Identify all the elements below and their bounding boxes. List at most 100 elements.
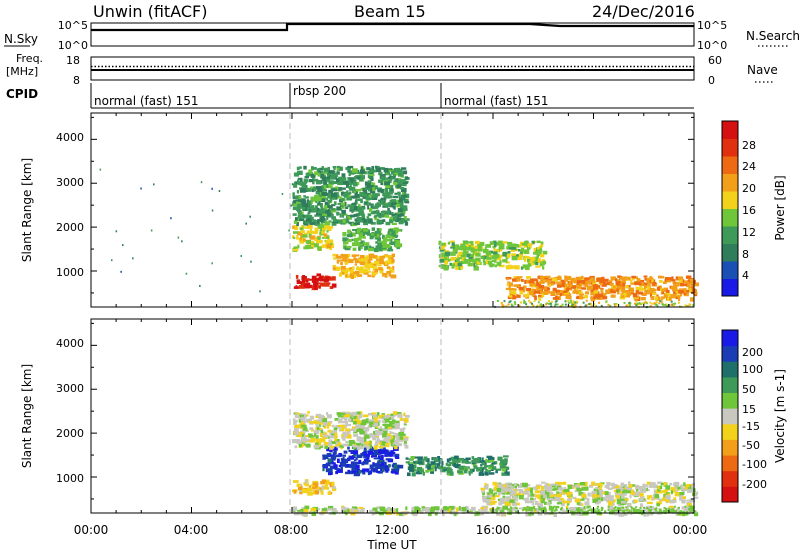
range-gate-cell	[336, 177, 343, 182]
range-gate-cell	[400, 211, 406, 214]
range-gate-cell	[506, 277, 509, 281]
range-gate-cell	[576, 508, 581, 511]
range-gate-cell	[607, 505, 610, 508]
range-gate-cell	[325, 209, 329, 214]
range-gate-cell	[625, 285, 629, 289]
range-gate-cell	[615, 495, 620, 499]
range-gate-cell	[343, 509, 346, 514]
range-gate-cell	[348, 239, 353, 242]
range-gate-cell	[360, 469, 363, 473]
velocity-cb-tick-minus50: -50	[742, 439, 760, 452]
range-gate-cell	[568, 491, 573, 494]
range-gate-cell	[403, 191, 407, 195]
range-gate-cell	[329, 453, 332, 456]
range-gate-cell	[319, 227, 323, 232]
range-gate-cell	[305, 438, 311, 441]
range-gate-cell	[369, 509, 373, 513]
colorbar-swatch	[722, 330, 738, 347]
range-gate-cell	[498, 501, 503, 506]
range-gate-cell	[111, 259, 113, 262]
range-gate-cell	[366, 262, 372, 266]
range-gate-cell	[389, 453, 394, 457]
range-gate-cell	[334, 432, 338, 437]
range-gate-cell	[616, 288, 620, 292]
range-gate-cell	[494, 243, 497, 248]
range-gate-cell	[509, 300, 512, 303]
colorbar-swatch	[722, 156, 738, 174]
range-gate-cell	[670, 303, 673, 306]
range-gate-cell	[315, 180, 322, 185]
range-gate-cell	[638, 303, 641, 306]
range-gate-cell	[578, 492, 584, 496]
range-gate-cell	[597, 490, 604, 495]
range-gate-cell	[382, 219, 386, 223]
range-gate-cell	[300, 424, 307, 428]
range-gate-cell	[453, 262, 459, 266]
range-gate-cell	[591, 490, 598, 494]
range-gate-cell	[333, 450, 337, 455]
range-gate-cell	[433, 506, 440, 510]
range-gate-cell	[623, 292, 629, 296]
range-gate-cell	[367, 248, 374, 252]
range-gate-cell	[644, 277, 647, 281]
range-gate-cell	[415, 460, 419, 464]
range-gate-cell	[649, 506, 655, 511]
range-gate-cell	[306, 278, 310, 281]
range-gate-cell	[340, 259, 346, 262]
range-gate-cell	[690, 498, 694, 502]
range-gate-cell	[497, 240, 503, 245]
range-gate-cell	[558, 500, 562, 504]
range-gate-cell	[676, 507, 680, 512]
range-gate-cell	[499, 254, 503, 258]
range-gate-cell	[377, 242, 382, 246]
x-axis: 00:00 04:00 08:00 12:00 16:00 20:00 00:0…	[74, 523, 708, 552]
range-gate-cell	[344, 202, 347, 207]
range-gate-cell	[503, 300, 506, 303]
range-gate-cell	[472, 468, 475, 473]
range-gate-cell	[323, 180, 327, 185]
range-gate-cell	[523, 285, 527, 289]
range-gate-cell	[571, 277, 576, 281]
range-gate-cell	[399, 203, 402, 207]
range-gate-cell	[427, 465, 431, 470]
range-gate-cell	[294, 419, 298, 423]
range-gate-cell	[669, 285, 672, 289]
range-gate-cell	[332, 267, 336, 271]
range-gate-cell	[360, 453, 364, 457]
range-gate-cell	[572, 301, 575, 304]
range-gate-cell	[331, 424, 335, 428]
range-gate-cell	[349, 232, 355, 235]
range-gate-cell	[401, 187, 407, 193]
range-gate-cell	[299, 491, 303, 495]
range-gate-cell	[493, 253, 497, 257]
range-gate-cell	[296, 424, 300, 428]
range-gate-cell	[485, 498, 491, 503]
range-gate-cell	[691, 286, 694, 289]
range-gate-cell	[309, 421, 314, 424]
range-gate-cell	[369, 433, 374, 437]
range-gate-cell	[516, 294, 521, 298]
range-gate-cell	[297, 485, 303, 491]
range-gate-cell	[378, 415, 383, 419]
range-gate-cell	[382, 507, 386, 512]
range-gate-cell	[574, 302, 577, 305]
range-gate-cell	[676, 295, 681, 298]
range-gate-cell	[259, 290, 261, 293]
range-gate-cell	[293, 182, 296, 186]
range-gate-cell	[409, 469, 414, 472]
range-gate-cell	[316, 212, 322, 216]
range-gate-cell	[354, 193, 358, 198]
range-gate-cell	[354, 259, 361, 264]
range-gate-cell	[358, 436, 361, 441]
range-gate-cell	[391, 170, 394, 175]
range-gate-cell	[327, 459, 332, 463]
range-gate-cell	[338, 182, 342, 185]
range-gate-cell	[390, 188, 394, 192]
range-gate-cell	[682, 510, 685, 513]
range-gate-cell	[439, 257, 446, 260]
range-gate-cell	[592, 280, 597, 285]
range-gate-cell	[401, 197, 406, 200]
nsearch-tick-bottom: 10^0	[697, 39, 727, 52]
range-gate-cell	[297, 509, 301, 512]
range-gate-cell	[658, 507, 662, 510]
